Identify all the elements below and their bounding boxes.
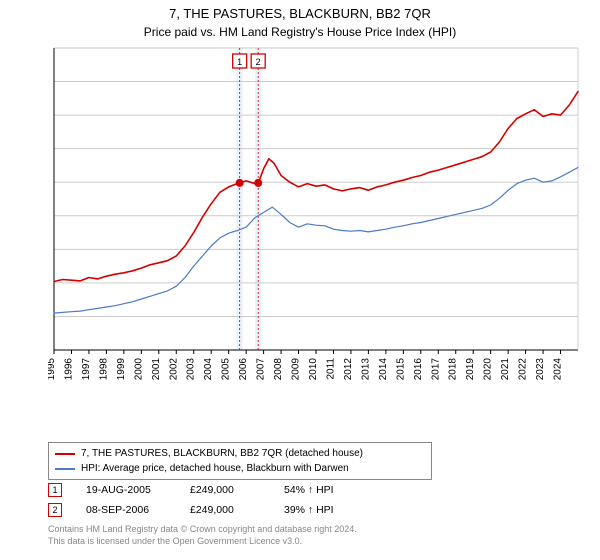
- svg-text:2021: 2021: [500, 358, 511, 381]
- svg-text:2005: 2005: [221, 358, 232, 381]
- svg-text:1997: 1997: [81, 358, 92, 381]
- footer: Contains HM Land Registry data © Crown c…: [48, 524, 357, 547]
- svg-text:1: 1: [237, 57, 242, 67]
- svg-text:2012: 2012: [343, 358, 354, 381]
- svg-text:1996: 1996: [63, 358, 74, 381]
- svg-text:2022: 2022: [518, 358, 529, 381]
- legend-swatch: [55, 453, 75, 455]
- svg-text:2013: 2013: [360, 358, 371, 381]
- sale-row: 2 08-SEP-2006 £249,000 39% ↑ HPI: [48, 500, 334, 520]
- svg-text:1995: 1995: [48, 358, 57, 381]
- svg-text:2015: 2015: [395, 358, 406, 381]
- sale-price: £249,000: [190, 504, 260, 516]
- sales-table: 1 19-AUG-2005 £249,000 54% ↑ HPI 2 08-SE…: [48, 480, 334, 520]
- legend-swatch: [55, 468, 75, 470]
- footer-line: Contains HM Land Registry data © Crown c…: [48, 524, 357, 536]
- sale-vs-hpi: 54% ↑ HPI: [284, 484, 334, 496]
- svg-text:2003: 2003: [186, 358, 197, 381]
- svg-text:2016: 2016: [413, 358, 424, 381]
- legend-label: 7, THE PASTURES, BLACKBURN, BB2 7QR (det…: [81, 446, 363, 461]
- sale-vs-hpi: 39% ↑ HPI: [284, 504, 334, 516]
- chart-title: 7, THE PASTURES, BLACKBURN, BB2 7QR: [0, 0, 600, 21]
- svg-text:2006: 2006: [238, 358, 249, 381]
- svg-text:2024: 2024: [553, 358, 564, 381]
- chart-container: 7, THE PASTURES, BLACKBURN, BB2 7QR Pric…: [0, 0, 600, 560]
- chart-plot: £0£50K£100K£150K£200K£250K£300K£350K£400…: [48, 44, 584, 396]
- sale-row: 1 19-AUG-2005 £249,000 54% ↑ HPI: [48, 480, 334, 500]
- sale-marker-icon: 1: [48, 483, 62, 497]
- svg-text:2004: 2004: [203, 358, 214, 381]
- legend-row: 7, THE PASTURES, BLACKBURN, BB2 7QR (det…: [55, 446, 425, 461]
- sale-date: 19-AUG-2005: [86, 484, 166, 496]
- svg-text:2014: 2014: [378, 358, 389, 381]
- legend-label: HPI: Average price, detached house, Blac…: [81, 461, 349, 476]
- svg-text:2002: 2002: [168, 358, 179, 381]
- svg-text:2023: 2023: [535, 358, 546, 381]
- legend: 7, THE PASTURES, BLACKBURN, BB2 7QR (det…: [48, 442, 432, 480]
- sale-marker-icon: 2: [48, 503, 62, 517]
- svg-text:2009: 2009: [291, 358, 302, 381]
- svg-text:2019: 2019: [465, 358, 476, 381]
- sale-price: £249,000: [190, 484, 260, 496]
- footer-line: This data is licensed under the Open Gov…: [48, 536, 357, 548]
- svg-text:2017: 2017: [430, 358, 441, 381]
- svg-text:2010: 2010: [308, 358, 319, 381]
- svg-text:1998: 1998: [98, 358, 109, 381]
- svg-text:2000: 2000: [133, 358, 144, 381]
- chart-subtitle: Price paid vs. HM Land Registry's House …: [0, 21, 600, 39]
- legend-row: HPI: Average price, detached house, Blac…: [55, 461, 425, 476]
- svg-text:2020: 2020: [483, 358, 494, 381]
- sale-date: 08-SEP-2006: [86, 504, 166, 516]
- svg-text:2018: 2018: [448, 358, 459, 381]
- svg-text:2001: 2001: [151, 358, 162, 381]
- svg-text:1999: 1999: [116, 358, 127, 381]
- svg-text:2008: 2008: [273, 358, 284, 381]
- svg-text:2007: 2007: [256, 358, 267, 381]
- svg-text:2: 2: [256, 57, 261, 67]
- svg-text:2011: 2011: [325, 358, 336, 380]
